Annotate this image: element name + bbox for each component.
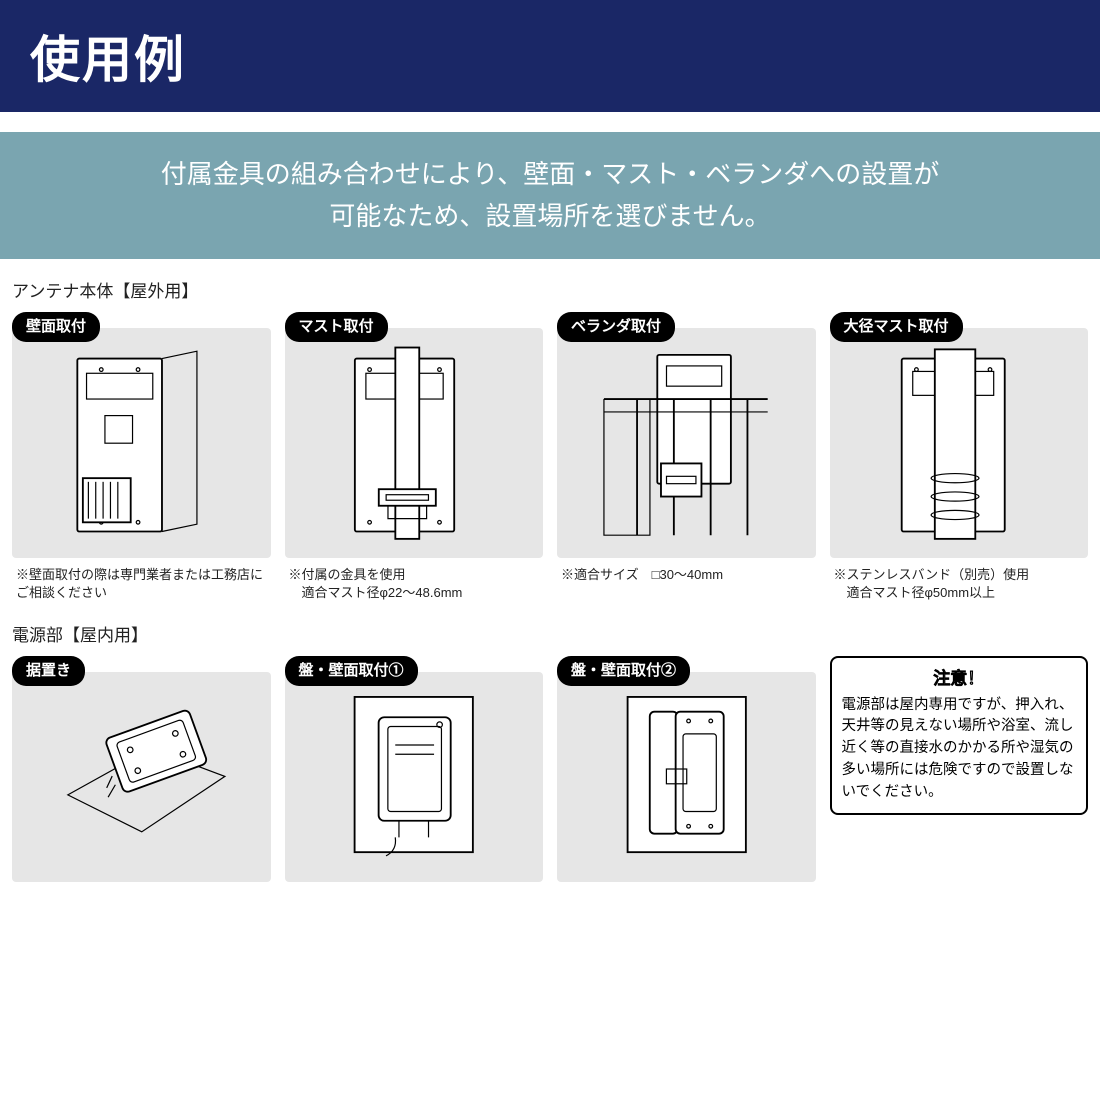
note-wall: ※壁面取付の際は専門業者または工務店にご相談ください (12, 566, 271, 602)
header-title: 使用例 (30, 32, 186, 88)
warning-box: 注意！ 電源部は屋内専用ですが、押入れ、天井等の見えない場所や浴室、流し近く等の… (830, 656, 1089, 816)
illus-panel1 (285, 672, 544, 882)
page-header: 使用例 (0, 0, 1100, 112)
outdoor-grid: 壁面取付 ※壁面取付の際は専門業者または工務店にご相談ください マスト取付 (0, 312, 1100, 602)
badge-wall: 壁面取付 (12, 312, 100, 342)
badge-sueki: 据置き (12, 656, 85, 686)
illus-bigmast (830, 328, 1089, 558)
indoor-cell-warning: 注意！ 電源部は屋内専用ですが、押入れ、天井等の見えない場所や浴室、流し近く等の… (830, 656, 1089, 882)
illus-sueki (12, 672, 271, 882)
note-veranda: ※適合サイズ □30〜40mm (557, 566, 816, 584)
section-outdoor-title: アンテナ本体【屋外用】 (12, 277, 1100, 302)
subheader: 付属金具の組み合わせにより、壁面・マスト・ベランダへの設置が 可能なため、設置場… (0, 132, 1100, 259)
indoor-cell-panel2: 盤・壁面取付② (557, 656, 816, 882)
indoor-cell-sueki: 据置き (12, 656, 271, 882)
subheader-line2: 可能なため、設置場所を選びません。 (20, 196, 1080, 238)
badge-panel2: 盤・壁面取付② (557, 656, 690, 686)
badge-mast: マスト取付 (285, 312, 388, 342)
note-bigmast: ※ステンレスバンド（別売）使用 適合マスト径φ50mm以上 (830, 566, 1089, 602)
illus-veranda (557, 328, 816, 558)
section-indoor-title: 電源部【屋内用】 (12, 621, 1100, 646)
outdoor-cell-wall: 壁面取付 ※壁面取付の際は専門業者または工務店にご相談ください (12, 312, 271, 602)
subheader-line1: 付属金具の組み合わせにより、壁面・マスト・ベランダへの設置が (20, 154, 1080, 196)
warning-text: 電源部は屋内専用ですが、押入れ、天井等の見えない場所や浴室、流し近く等の直接水の… (842, 695, 1077, 804)
warning-title: 注意！ (842, 664, 1077, 689)
outdoor-cell-mast: マスト取付 ※付属の金具を使用 適合マスト径φ22〜48.6mm (285, 312, 544, 602)
illus-wall (12, 328, 271, 558)
note-mast: ※付属の金具を使用 適合マスト径φ22〜48.6mm (285, 566, 544, 602)
indoor-grid: 据置き 盤・壁面取付① (0, 656, 1100, 882)
illus-panel2 (557, 672, 816, 882)
outdoor-cell-bigmast: 大径マスト取付 ※ステンレスバンド（別売）使用 適合マスト径φ50mm以上 (830, 312, 1089, 602)
badge-veranda: ベランダ取付 (557, 312, 675, 342)
badge-panel1: 盤・壁面取付① (285, 656, 418, 686)
indoor-cell-panel1: 盤・壁面取付① (285, 656, 544, 882)
badge-bigmast: 大径マスト取付 (830, 312, 963, 342)
outdoor-cell-veranda: ベランダ取付 ※適合サイズ □30〜40mm (557, 312, 816, 602)
illus-mast (285, 328, 544, 558)
